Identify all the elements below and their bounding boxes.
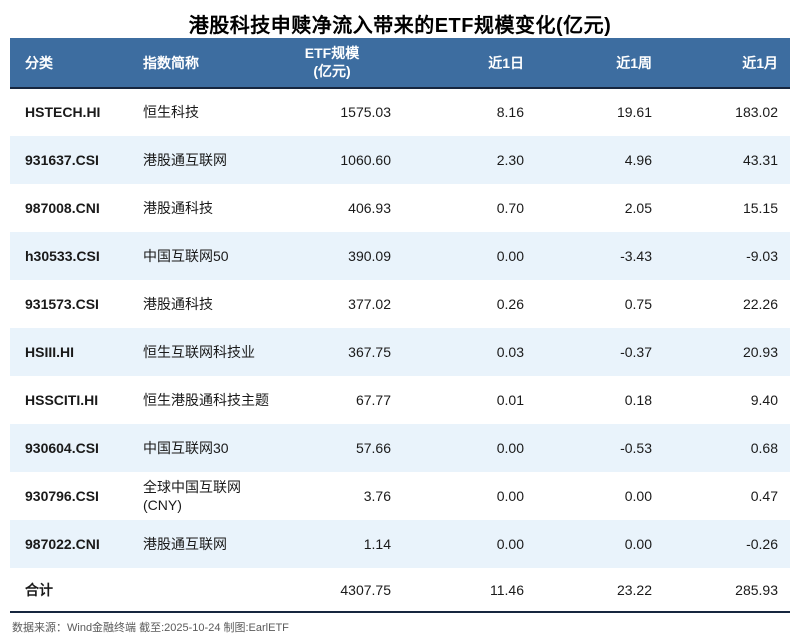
cell-category: 987022.CNI — [25, 535, 100, 552]
cell-1day: 0.00 — [496, 535, 524, 552]
cell-etf-scale: 390.09 — [348, 247, 391, 264]
total-1day: 11.46 — [397, 568, 528, 613]
cell-1week: -0.53 — [620, 439, 652, 456]
data-source-note: 数据来源：Wind金融终端 截至:2025-10-24 制图:EarlETF — [12, 622, 289, 634]
cell-etf-scale: 377.02 — [348, 295, 391, 312]
table-row: 930604.CSI 中国互联网30 57.66 0.00 -0.53 0.68 — [10, 424, 790, 472]
cell-1day: 2.30 — [496, 151, 524, 168]
cell-etf-scale: 406.93 — [348, 199, 391, 216]
col-header-index-name: 指数简称 — [135, 38, 285, 89]
cell-1month: -0.26 — [746, 535, 778, 552]
page-title: 港股科技申赎净流入带来的ETF规模变化(亿元) — [188, 15, 612, 37]
cell-index-name: 恒生科技 — [143, 104, 199, 121]
cell-category: 987008.CNI — [25, 199, 100, 216]
cell-index-name: 港股通互联网 — [143, 151, 227, 168]
col-header-1month: 近1月 — [658, 38, 790, 89]
cell-etf-scale: 1060.60 — [340, 151, 391, 168]
cell-1week: 4.96 — [624, 151, 652, 168]
cell-index-name: 港股通科技 — [143, 199, 213, 216]
cell-1day: 0.70 — [496, 199, 524, 216]
cell-etf-scale: 57.66 — [355, 439, 391, 456]
cell-1day: 0.03 — [496, 343, 524, 360]
table-row: 931573.CSI 港股通科技 377.02 0.26 0.75 22.26 — [10, 280, 790, 328]
cell-1month: 0.68 — [750, 439, 778, 456]
col-header-1day: 近1日 — [397, 38, 528, 89]
cell-1day: 0.00 — [496, 247, 524, 264]
cell-1month: -9.03 — [746, 247, 778, 264]
cell-index-name: 恒生港股通科技主题 — [143, 391, 269, 408]
cell-1week: 0.18 — [624, 391, 652, 408]
cell-etf-scale: 1.14 — [363, 535, 391, 552]
cell-1week: -3.43 — [620, 247, 652, 264]
cell-category: HSSCITI.HI — [25, 391, 99, 408]
col-header-1week: 近1周 — [528, 38, 658, 89]
cell-category: 931637.CSI — [25, 151, 99, 168]
cell-category: h30533.CSI — [25, 247, 100, 264]
total-1month: 285.93 — [658, 568, 790, 613]
cell-category: 930796.CSI — [25, 487, 99, 504]
cell-index-name: 全球中国互联网 (CNY) — [143, 478, 241, 513]
total-1week: 23.22 — [528, 568, 658, 613]
cell-1week: 0.00 — [624, 487, 652, 504]
col-header-category: 分类 — [10, 38, 135, 89]
table-row: HSTECH.HI 恒生科技 1575.03 8.16 19.61 183.02 — [10, 88, 790, 136]
col-header-etf-scale: ETF规模 (亿元) — [285, 38, 397, 89]
cell-etf-scale: 3.76 — [363, 487, 391, 504]
cell-1day: 0.26 — [496, 295, 524, 312]
table-row: 930796.CSI 全球中国互联网 (CNY) 3.76 0.00 0.00 … — [10, 472, 790, 520]
cell-index-name: 港股通科技 — [143, 295, 213, 312]
cell-category: HSIII.HI — [25, 343, 75, 360]
cell-index-name: 中国互联网30 — [143, 439, 229, 456]
cell-etf-scale: 67.77 — [355, 391, 391, 408]
cell-1day: 8.16 — [496, 104, 524, 121]
cell-1day: 0.00 — [496, 439, 524, 456]
table-row: 987022.CNI 港股通互联网 1.14 0.00 0.00 -0.26 — [10, 520, 790, 568]
table-row: 931637.CSI 港股通互联网 1060.60 2.30 4.96 43.3… — [10, 136, 790, 184]
total-row: 合计 4307.75 11.46 23.22 285.93 — [10, 568, 790, 613]
total-label: 合计 — [10, 568, 135, 613]
table-row: HSIII.HI 恒生互联网科技业 367.75 0.03 -0.37 20.9… — [10, 328, 790, 376]
cell-1week: 19.61 — [616, 104, 652, 121]
cell-category: HSTECH.HI — [25, 104, 101, 121]
table-row: 987008.CNI 港股通科技 406.93 0.70 2.05 15.15 — [10, 184, 790, 232]
cell-1week: -0.37 — [620, 343, 652, 360]
table-row: h30533.CSI 中国互联网50 390.09 0.00 -3.43 -9.… — [10, 232, 790, 280]
cell-category: 931573.CSI — [25, 295, 99, 312]
cell-1week: 0.00 — [624, 535, 652, 552]
cell-1week: 0.75 — [624, 295, 652, 312]
cell-1month: 0.47 — [750, 487, 778, 504]
cell-etf-scale: 367.75 — [348, 343, 391, 360]
cell-1month: 20.93 — [742, 343, 778, 360]
cell-1day: 0.01 — [496, 391, 524, 408]
total-empty — [135, 568, 285, 613]
cell-1month: 22.26 — [742, 295, 778, 312]
cell-category: 930604.CSI — [25, 439, 99, 456]
cell-index-name: 港股通互联网 — [143, 535, 227, 552]
cell-index-name: 恒生互联网科技业 — [143, 343, 255, 360]
cell-1week: 2.05 — [624, 199, 652, 216]
table-row: HSSCITI.HI 恒生港股通科技主题 67.77 0.01 0.18 9.4… — [10, 376, 790, 424]
cell-etf-scale: 1575.03 — [340, 104, 391, 121]
total-etf-scale: 4307.75 — [285, 568, 397, 613]
cell-1month: 9.40 — [750, 391, 778, 408]
cell-1month: 43.31 — [742, 151, 778, 168]
header-row: 分类 指数简称 ETF规模 (亿元) 近1日 近1周 近1月 — [10, 38, 790, 89]
cell-1month: 15.15 — [742, 199, 778, 216]
cell-index-name: 中国互联网50 — [143, 247, 229, 264]
cell-1day: 0.00 — [496, 487, 524, 504]
cell-1month: 183.02 — [735, 104, 778, 121]
etf-table: 分类 指数简称 ETF规模 (亿元) 近1日 近1周 近1月 HSTECH.HI… — [10, 38, 790, 613]
